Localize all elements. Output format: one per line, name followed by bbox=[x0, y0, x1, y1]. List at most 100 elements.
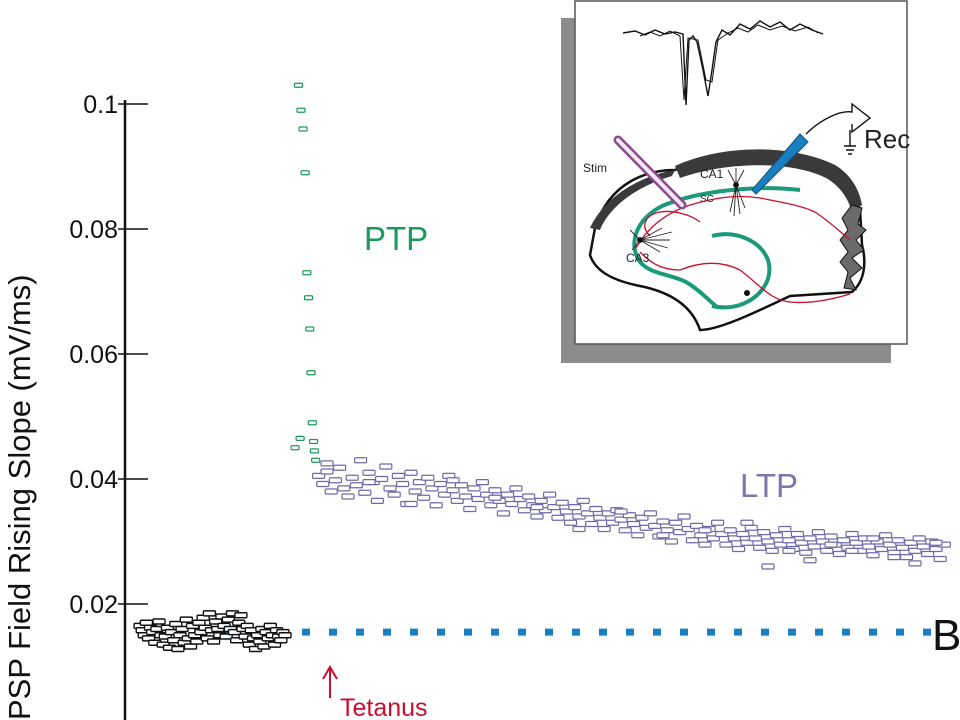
data-point bbox=[740, 519, 754, 526]
data-point bbox=[296, 107, 306, 113]
data-point bbox=[866, 535, 880, 542]
data-point bbox=[824, 533, 838, 540]
data-point bbox=[488, 494, 502, 501]
data-point bbox=[685, 537, 700, 544]
data-point bbox=[337, 485, 351, 492]
ca3-label: CA3 bbox=[626, 251, 650, 265]
data-point bbox=[274, 637, 288, 644]
ca-cell-layer bbox=[632, 186, 801, 308]
data-point bbox=[916, 543, 931, 550]
data-point bbox=[782, 537, 796, 544]
rec-label: Rec bbox=[864, 124, 910, 154]
ltp-label: LTP bbox=[740, 467, 798, 504]
data-point bbox=[320, 468, 334, 475]
data-point bbox=[316, 480, 330, 488]
data-point bbox=[748, 535, 763, 542]
data-point bbox=[484, 502, 498, 509]
tetanus-arrow bbox=[322, 665, 338, 698]
tetanus-label: Tetanus bbox=[340, 694, 428, 720]
data-point bbox=[891, 537, 905, 544]
data-point bbox=[375, 475, 389, 483]
data-point bbox=[904, 539, 918, 546]
data-point bbox=[803, 557, 817, 564]
data-point bbox=[433, 480, 447, 488]
data-point bbox=[530, 504, 544, 511]
y-tick-label: 0.06 bbox=[69, 341, 118, 369]
data-point bbox=[794, 539, 809, 546]
data-point bbox=[324, 488, 338, 495]
jagged-edge bbox=[839, 204, 867, 291]
data-point bbox=[887, 554, 901, 561]
data-point bbox=[358, 489, 372, 496]
recorded-trace bbox=[622, 20, 824, 106]
data-point bbox=[597, 525, 611, 533]
data-point bbox=[509, 485, 523, 492]
rec-electrode bbox=[751, 102, 872, 195]
data-point bbox=[412, 479, 426, 486]
data-point bbox=[370, 497, 384, 504]
data-point bbox=[845, 530, 859, 538]
data-point bbox=[668, 519, 683, 526]
data-point bbox=[698, 541, 712, 548]
left-band bbox=[590, 170, 675, 230]
data-point bbox=[463, 505, 477, 513]
data-point bbox=[883, 541, 897, 548]
data-point bbox=[450, 497, 464, 504]
data-point bbox=[614, 508, 628, 515]
data-point bbox=[664, 538, 679, 545]
data-point bbox=[429, 502, 443, 509]
data-point bbox=[576, 497, 590, 504]
y-ticks: 0 0.02 0.04 0.06 0.08 0.1 bbox=[69, 91, 148, 720]
data-point bbox=[912, 535, 926, 542]
data-point bbox=[626, 520, 641, 528]
data-point bbox=[349, 482, 363, 489]
data-point bbox=[647, 522, 662, 529]
data-point bbox=[530, 513, 544, 520]
ptp-label: PTP bbox=[364, 220, 428, 257]
data-point bbox=[404, 500, 418, 508]
y-tick-label: 0.08 bbox=[69, 216, 118, 244]
recorded-trace-overlay bbox=[639, 24, 819, 101]
stim-label: Stim bbox=[583, 161, 607, 175]
data-point bbox=[206, 638, 221, 645]
schaffer-fibers bbox=[635, 195, 851, 304]
data-point bbox=[551, 514, 565, 521]
data-point bbox=[306, 370, 316, 376]
baseline-label: Ba bbox=[932, 611, 960, 660]
data-point bbox=[761, 563, 775, 570]
data-point bbox=[727, 535, 742, 542]
data-point bbox=[234, 612, 248, 619]
data-point bbox=[559, 508, 574, 515]
data-point bbox=[778, 525, 792, 533]
data-point bbox=[790, 530, 805, 538]
data-point bbox=[849, 539, 863, 546]
data-point bbox=[475, 479, 489, 486]
data-point bbox=[345, 474, 359, 481]
data-point bbox=[295, 435, 305, 441]
data-point bbox=[740, 539, 754, 546]
data-point bbox=[731, 545, 746, 553]
data-point bbox=[505, 500, 519, 508]
data-point bbox=[752, 544, 767, 551]
hippocampus-inset: Stim CA1 SC CA3 Rec bbox=[561, 0, 910, 363]
data-point bbox=[803, 535, 817, 542]
data-point bbox=[534, 497, 548, 504]
data-point bbox=[408, 488, 422, 495]
data-point bbox=[311, 457, 321, 463]
data-point bbox=[761, 538, 775, 545]
ca3-neuron bbox=[629, 227, 673, 253]
data-point bbox=[933, 555, 947, 563]
data-point bbox=[298, 126, 308, 132]
data-point bbox=[341, 493, 355, 500]
data-point bbox=[757, 529, 771, 536]
data-point bbox=[811, 529, 826, 536]
data-point bbox=[836, 537, 851, 544]
data-point bbox=[425, 485, 439, 492]
stim-electrode bbox=[613, 135, 687, 210]
dentate-neuron bbox=[744, 290, 750, 296]
data-point bbox=[547, 504, 561, 511]
ca1-label: CA1 bbox=[700, 167, 724, 181]
data-point bbox=[719, 541, 733, 548]
data-point bbox=[584, 520, 599, 528]
